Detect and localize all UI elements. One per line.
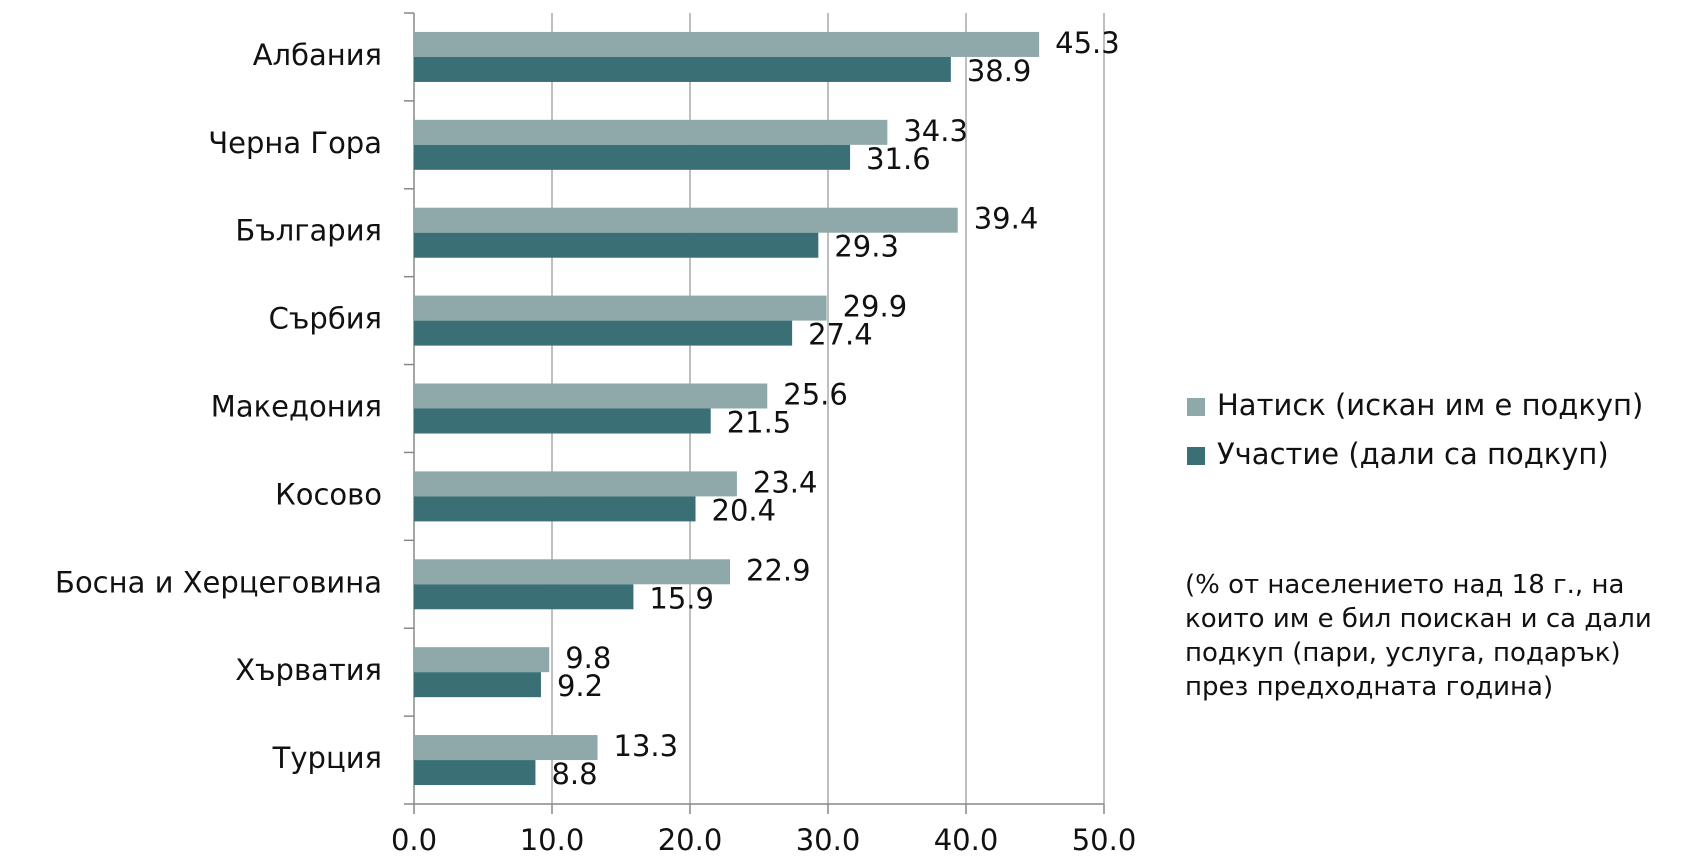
bar [414, 207, 958, 233]
y-tick-label: България [235, 214, 382, 248]
data-label: 20.4 [712, 493, 777, 527]
data-label: 34.3 [903, 114, 968, 148]
data-label: 15.9 [649, 581, 714, 615]
data-label: 9.8 [565, 641, 611, 675]
bar [414, 672, 541, 698]
bar [414, 232, 819, 258]
legend-label: Участие (дали са подкуп) [1217, 437, 1609, 471]
annotation: (% от населението над 18 г., на които им… [1185, 570, 1652, 702]
y-tick-label: Македония [211, 390, 382, 424]
data-label: 9.2 [557, 669, 603, 703]
data-label: 25.6 [783, 378, 848, 412]
data-label: 22.9 [746, 553, 811, 587]
bar [414, 647, 550, 673]
bar [414, 56, 951, 82]
bar [414, 320, 793, 346]
bar [414, 735, 598, 761]
bar [414, 559, 731, 585]
bar [414, 383, 768, 409]
y-tick-label: Турция [272, 741, 382, 775]
x-tick-label: 50.0 [1072, 823, 1137, 857]
legend-swatch [1187, 398, 1205, 416]
bar [414, 119, 888, 145]
x-tick-label: 40.0 [934, 823, 999, 857]
data-label: 29.9 [843, 290, 908, 324]
y-tick-label: Сърбия [269, 302, 382, 336]
y-tick-label: Албания [253, 38, 382, 72]
data-label: 39.4 [974, 202, 1039, 236]
data-label: 27.4 [808, 318, 873, 352]
bar [414, 471, 737, 497]
data-label: 31.6 [866, 142, 931, 176]
legend-swatch [1187, 447, 1205, 465]
y-tick-label: Босна и Херцеговина [55, 565, 382, 599]
data-label: 23.4 [753, 465, 818, 499]
bar [414, 408, 711, 434]
data-label: 8.8 [551, 757, 597, 791]
bar [414, 31, 1040, 57]
y-tick-label: Черна Гора [208, 126, 382, 160]
x-tick-label: 0.0 [391, 823, 437, 857]
y-tick-label: Хърватия [235, 653, 382, 687]
bar [414, 496, 696, 522]
bar [414, 295, 827, 321]
x-tick-label: 20.0 [658, 823, 723, 857]
data-label: 13.3 [614, 729, 679, 763]
y-tick-label: Косово [275, 477, 382, 511]
bar [414, 584, 634, 610]
x-tick-label: 30.0 [796, 823, 861, 857]
x-tick-label: 10.0 [520, 823, 585, 857]
legend-label: Натиск (искан им е подкуп) [1217, 388, 1643, 422]
data-label: 29.3 [834, 230, 899, 264]
bar [414, 144, 851, 170]
bar [414, 760, 536, 786]
data-label: 45.3 [1055, 26, 1120, 60]
data-label: 21.5 [727, 406, 792, 440]
data-label: 38.9 [967, 54, 1032, 88]
